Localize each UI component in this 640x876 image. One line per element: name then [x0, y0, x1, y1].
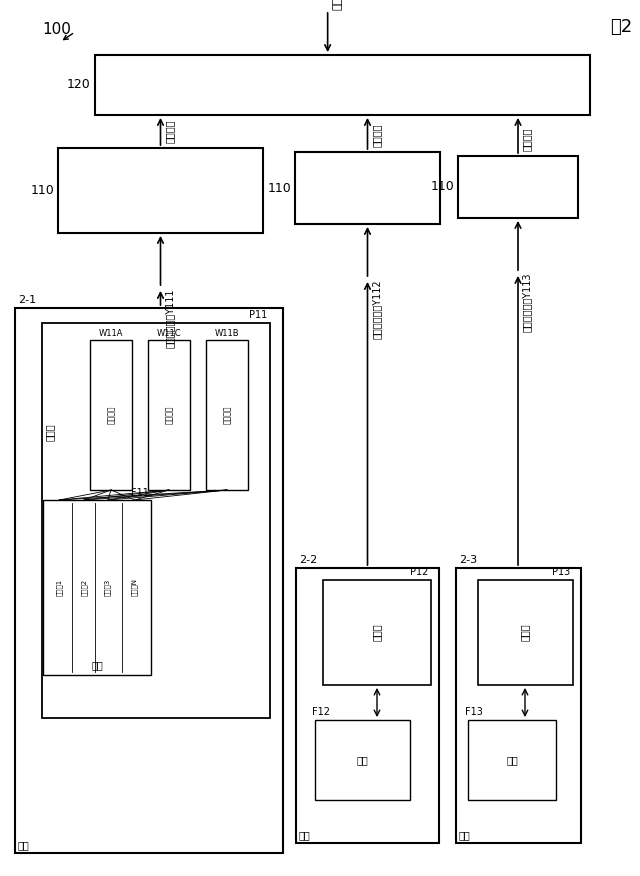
Text: 入居者: 入居者	[45, 423, 55, 441]
Text: 機能: 機能	[91, 660, 103, 670]
Text: 100: 100	[42, 22, 71, 37]
Text: 総合調査結果: 総合調査結果	[333, 0, 342, 10]
Text: 施設: 施設	[459, 830, 471, 840]
Bar	[323, 580, 431, 685]
Text: 2-1: 2-1	[18, 295, 36, 305]
Text: 施設: 施設	[18, 840, 29, 850]
Bar	[148, 340, 190, 490]
Text: オフィス環境Y112: オフィス環境Y112	[371, 279, 381, 339]
Text: 110: 110	[30, 183, 54, 196]
Text: 単独作業: 単独作業	[106, 406, 115, 424]
Text: 調査結果: 調査結果	[371, 124, 381, 147]
Text: 入居者: 入居者	[372, 623, 382, 641]
Text: シーンN: シーンN	[131, 578, 138, 596]
Bar	[15, 308, 283, 853]
Text: P11: P11	[249, 310, 267, 320]
Text: シーン1: シーン1	[56, 578, 63, 596]
Text: 110: 110	[430, 180, 454, 194]
Bar	[58, 148, 263, 233]
Text: 調査結果: 調査結果	[522, 128, 532, 151]
Bar	[296, 568, 439, 843]
Bar	[315, 720, 410, 800]
Text: 単独作業: 単独作業	[223, 406, 232, 424]
Text: 110: 110	[268, 181, 291, 194]
Bar	[456, 568, 581, 843]
Bar	[42, 323, 270, 718]
Text: 調査結果: 調査結果	[164, 119, 175, 143]
Text: 120: 120	[67, 79, 90, 91]
Bar	[43, 500, 151, 675]
Text: シーン3: シーン3	[104, 578, 111, 596]
Bar	[478, 580, 573, 685]
Text: F12: F12	[312, 707, 330, 717]
Bar	[458, 156, 578, 218]
Text: W11B: W11B	[214, 329, 239, 338]
Text: 機能: 機能	[356, 755, 368, 765]
Text: W11C: W11C	[157, 329, 181, 338]
Bar	[90, 340, 132, 490]
Text: W11A: W11A	[99, 329, 124, 338]
Text: P13: P13	[552, 567, 570, 577]
Text: 施設: 施設	[299, 830, 311, 840]
Text: F13: F13	[465, 707, 483, 717]
Text: オフィス環境Y113: オフィス環境Y113	[522, 273, 532, 333]
Text: 2-2: 2-2	[299, 555, 317, 565]
Text: シーン2: シーン2	[81, 578, 87, 596]
Bar	[206, 340, 248, 490]
Text: 2-3: 2-3	[459, 555, 477, 565]
Text: オフィス環境Y111: オフィス環境Y111	[164, 288, 175, 348]
Text: 単独作業: 単独作業	[164, 406, 173, 424]
Text: F11: F11	[131, 488, 149, 498]
Bar	[468, 720, 556, 800]
Text: P12: P12	[410, 567, 428, 577]
Text: 図2: 図2	[610, 18, 632, 36]
Bar	[295, 152, 440, 224]
Text: 入居者: 入居者	[520, 623, 530, 641]
Text: 機能: 機能	[506, 755, 518, 765]
Bar	[95, 55, 590, 115]
